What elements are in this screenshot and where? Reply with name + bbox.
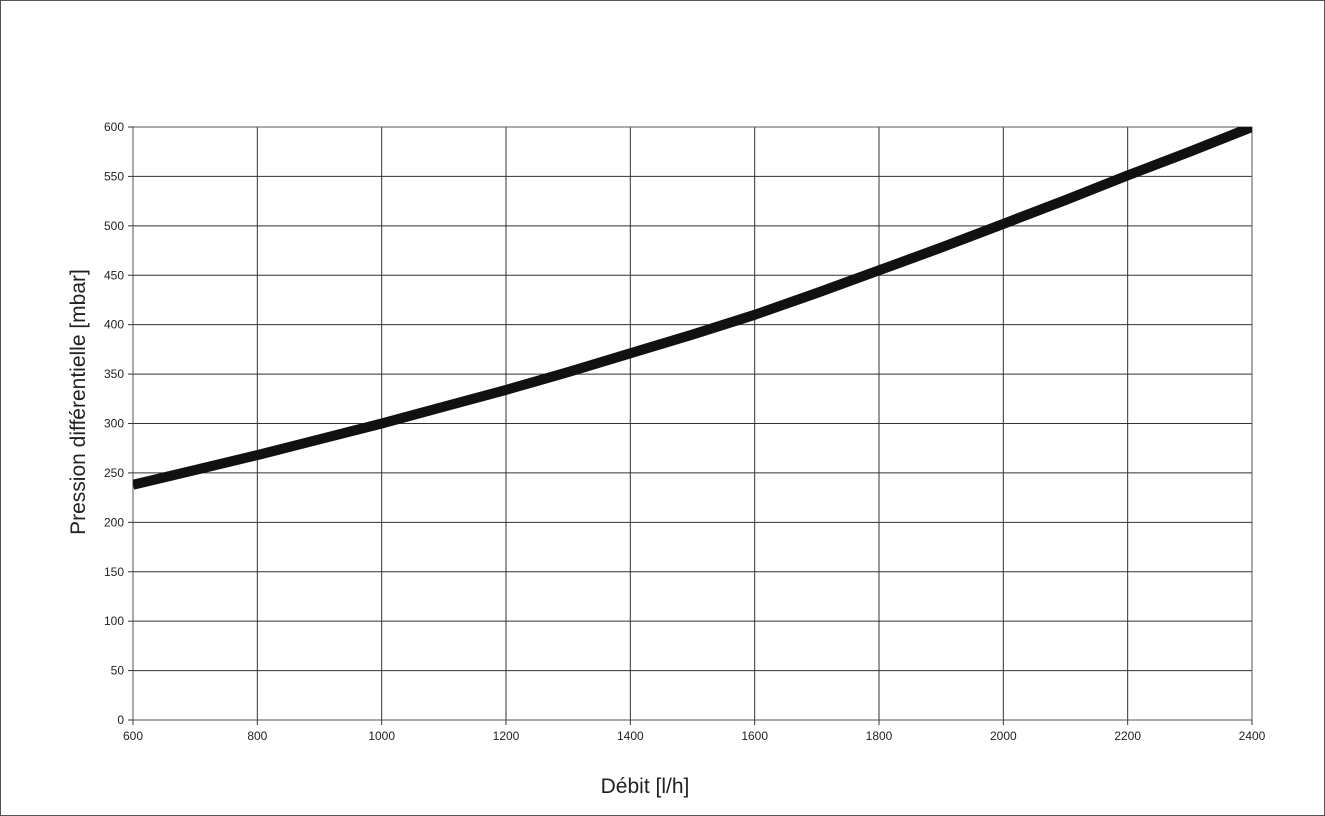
data-point <box>1189 151 1191 153</box>
data-point <box>1251 127 1252 128</box>
data-point <box>816 292 818 294</box>
y-tick-label: 150 <box>104 565 124 579</box>
data-point <box>443 406 445 408</box>
data-point <box>1127 174 1129 176</box>
y-tick-label: 350 <box>104 367 124 381</box>
y-tick-label: 100 <box>104 614 124 628</box>
data-point <box>1002 223 1004 225</box>
x-tick-label: 800 <box>247 729 267 743</box>
x-tick-labels: 600 800 1000 1200 1400 1600 1800 2000 2200 2400 <box>123 729 1266 743</box>
x-tick-label: 1800 <box>866 729 893 743</box>
x-tick-label: 1200 <box>493 729 520 743</box>
x-tick-label: 2400 <box>1239 729 1266 743</box>
y-tick-label: 0 <box>117 713 124 727</box>
data-point <box>194 469 196 471</box>
x-tick-label: 1000 <box>368 729 395 743</box>
tick-marks <box>128 126 1253 725</box>
data-point <box>754 314 756 316</box>
data-point <box>692 334 693 336</box>
data-point <box>940 247 942 249</box>
data-point <box>133 484 134 486</box>
data-point <box>1065 199 1066 201</box>
series-layer <box>133 127 1252 490</box>
y-tick-label: 200 <box>104 515 124 529</box>
y-tick-label: 50 <box>111 664 125 678</box>
y-axis-title: Pression différentielle [mbar] <box>67 269 90 535</box>
y-tick-label: 250 <box>104 466 124 480</box>
data-point <box>319 438 320 440</box>
data-point <box>505 389 507 391</box>
y-tick-label: 450 <box>104 268 124 282</box>
y-tick-label: 600 <box>104 120 124 134</box>
y-tick-labels: 0 50 100 150 200 250 300 350 400 450 500 550 600 <box>104 120 124 727</box>
y-tick-label: 300 <box>104 417 124 431</box>
x-tick-label: 2200 <box>1114 729 1141 743</box>
data-point <box>256 454 258 456</box>
y-tick-label: 500 <box>104 219 124 233</box>
x-tick-label: 2000 <box>990 729 1017 743</box>
x-tick-label: 1600 <box>741 729 768 743</box>
data-point <box>878 269 880 271</box>
data-point <box>381 423 383 424</box>
y-tick-label: 550 <box>104 169 124 183</box>
x-axis-title: Débit [l/h] <box>601 775 690 798</box>
x-tick-label: 1400 <box>617 729 644 743</box>
data-point <box>567 371 569 373</box>
data-point <box>629 352 631 354</box>
y-tick-label: 400 <box>104 318 124 332</box>
x-tick-label: 600 <box>123 729 143 743</box>
